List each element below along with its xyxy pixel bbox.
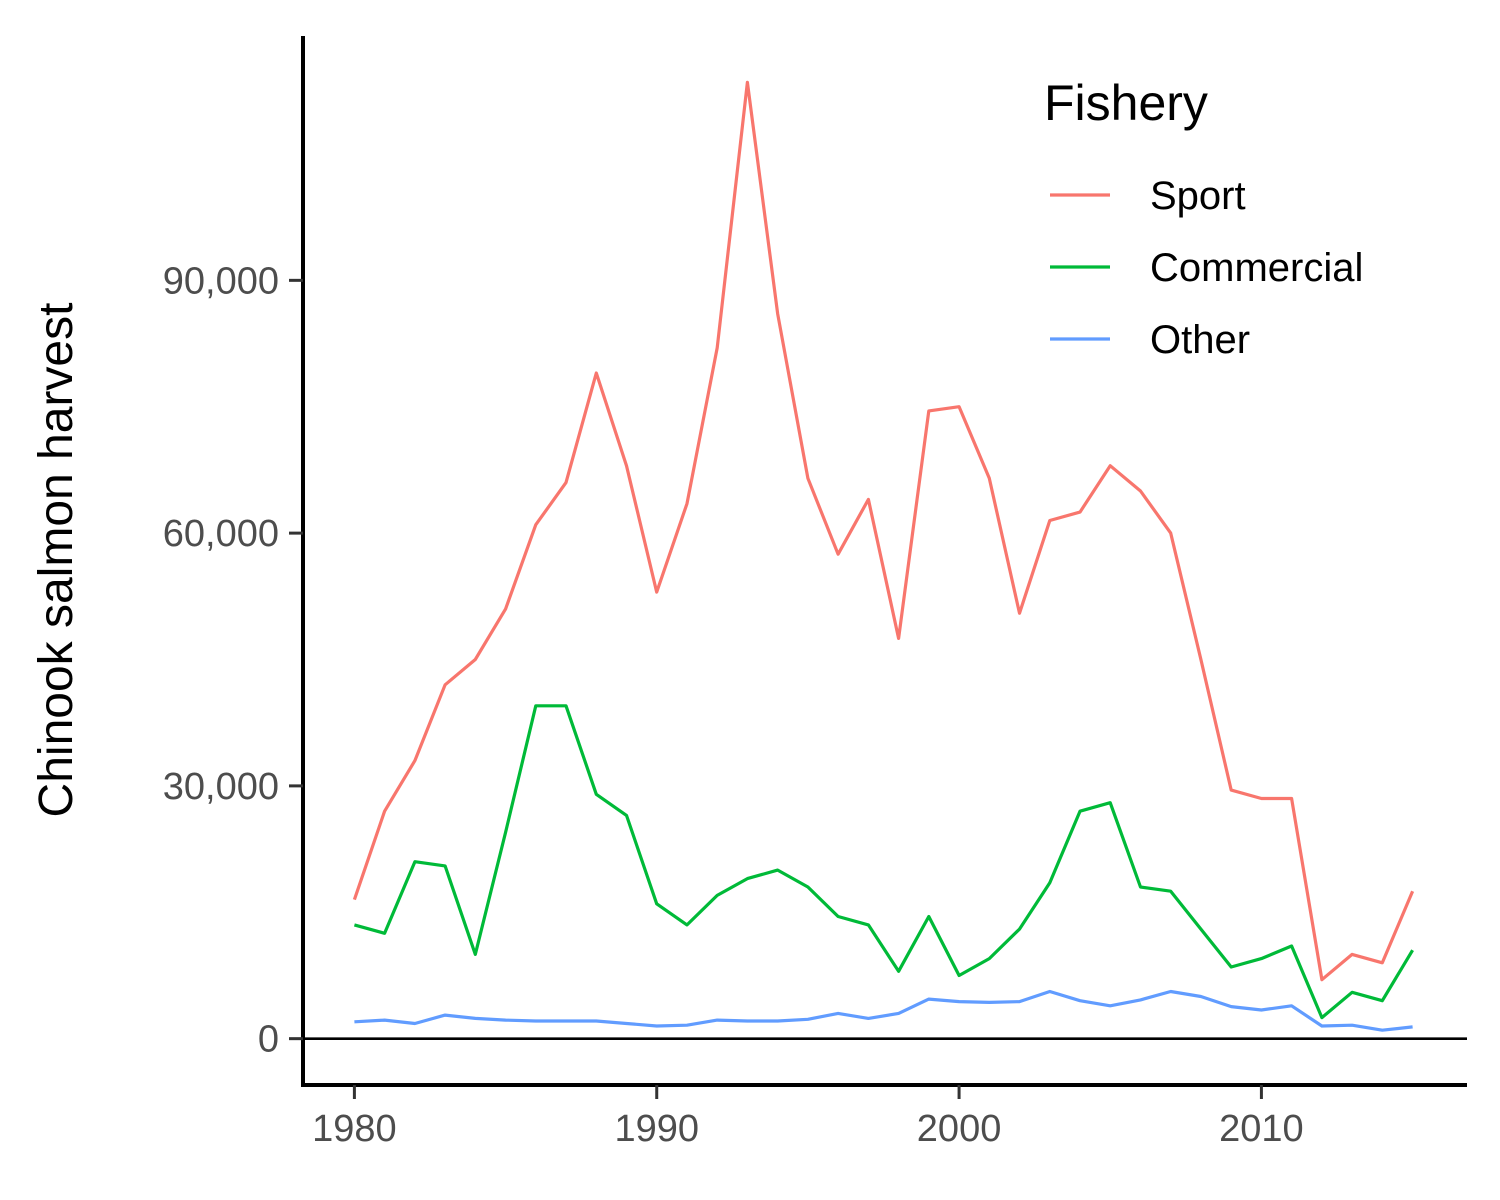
series-line-sport <box>352 80 1415 982</box>
x-tick-label: 1990 <box>614 1108 699 1150</box>
x-tick-label: 2010 <box>1219 1108 1304 1150</box>
y-axis-title: Chinook salmon harvest <box>30 303 83 818</box>
x-tick-label: 2000 <box>917 1108 1002 1150</box>
plot-area <box>303 80 1467 1040</box>
legend-label-commercial: Commercial <box>1150 246 1363 290</box>
y-tick-label: 90,000 <box>163 260 279 302</box>
series-line-other <box>354 989 1413 1032</box>
series-line-commercial <box>353 704 1414 1020</box>
y-tick-label: 60,000 <box>163 513 279 555</box>
legend-label-sport: Sport <box>1150 174 1246 218</box>
legend: Fishery Sport Commercial Other <box>1044 75 1363 362</box>
y-tick-label: 30,000 <box>163 766 279 808</box>
legend-title: Fishery <box>1044 75 1208 131</box>
x-tick-label: 1980 <box>312 1108 397 1150</box>
axes: 0 30,000 60,000 90,000 1980 1990 2000 2010 <box>163 36 1467 1150</box>
y-tick-label: 0 <box>258 1019 279 1061</box>
legend-items: Sport Commercial Other <box>1050 174 1363 362</box>
legend-label-other: Other <box>1150 318 1250 362</box>
